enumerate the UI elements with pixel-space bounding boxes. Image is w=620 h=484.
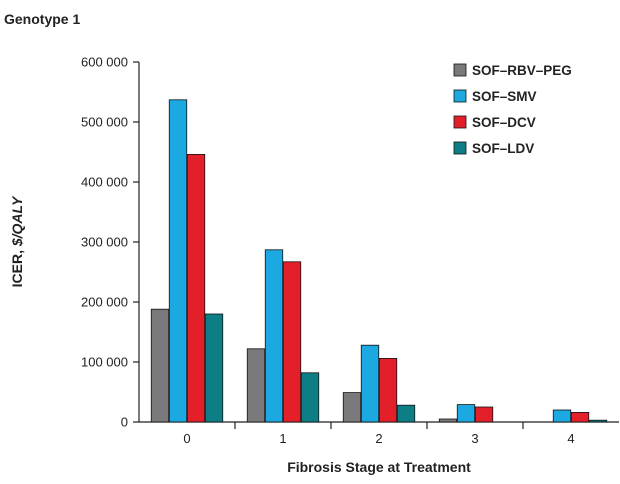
legend-label: SOF–LDV: [472, 141, 534, 156]
bar: [378, 357, 398, 423]
y-tick-label: 500 000: [81, 115, 128, 130]
legend-label: SOF–SMV: [472, 89, 537, 104]
y-tick-label: 0: [121, 415, 128, 430]
legend: SOF–RBV–PEG SOF–SMV SOF–DCV SOF–LDV: [453, 63, 572, 156]
legend-item: SOF–RBV–PEG: [453, 63, 572, 78]
chart-title: Genotype 1: [4, 11, 80, 27]
legend-swatch: [453, 89, 467, 103]
y-axis-label: ICER, $/QALY: [9, 195, 25, 287]
bar: [204, 313, 224, 423]
legend-item: SOF–LDV: [453, 141, 534, 156]
legend-swatch: [453, 115, 467, 129]
bar: [282, 261, 302, 423]
bar: [300, 372, 320, 423]
y-axis: 0 100 000 200 000 300 000 400 000 500 000 600 …: [81, 55, 140, 430]
y-tick-label: 600 000: [81, 55, 128, 70]
bar: [264, 249, 284, 423]
x-axis: 0 1 2 3 4: [139, 421, 619, 446]
y-tick-label: 300 000: [81, 235, 128, 250]
bars: [150, 99, 608, 423]
x-tick-label: 3: [471, 431, 478, 446]
legend-swatch: [453, 63, 467, 77]
bar: [456, 404, 476, 423]
bar: [474, 406, 494, 423]
bar: [150, 308, 170, 423]
bar: [552, 409, 572, 423]
y-tick-label: 200 000: [81, 295, 128, 310]
bar: [570, 411, 590, 423]
bar: [438, 418, 458, 423]
x-tick-label: 2: [375, 431, 382, 446]
legend-swatch: [453, 141, 467, 155]
legend-label: SOF–RBV–PEG: [472, 63, 572, 78]
y-axis-label-unit: $/QALY: [9, 195, 25, 247]
x-tick-label: 0: [183, 431, 190, 446]
bar: [360, 344, 380, 423]
y-tick-label: 400 000: [81, 175, 128, 190]
legend-item: SOF–DCV: [453, 115, 536, 130]
bar: [246, 348, 266, 423]
y-tick-label: 100 000: [81, 355, 128, 370]
y-axis-label-prefix: ICER,: [9, 246, 25, 287]
bar: [186, 153, 206, 423]
bar: [396, 404, 416, 423]
bar: [588, 419, 608, 423]
legend-item: SOF–SMV: [453, 89, 537, 104]
legend-label: SOF–DCV: [472, 115, 536, 130]
bar: [342, 392, 362, 423]
x-tick-label: 1: [279, 431, 286, 446]
x-tick-label: 4: [567, 431, 574, 446]
bar: [168, 99, 188, 423]
x-axis-label: Fibrosis Stage at Treatment: [287, 459, 471, 475]
